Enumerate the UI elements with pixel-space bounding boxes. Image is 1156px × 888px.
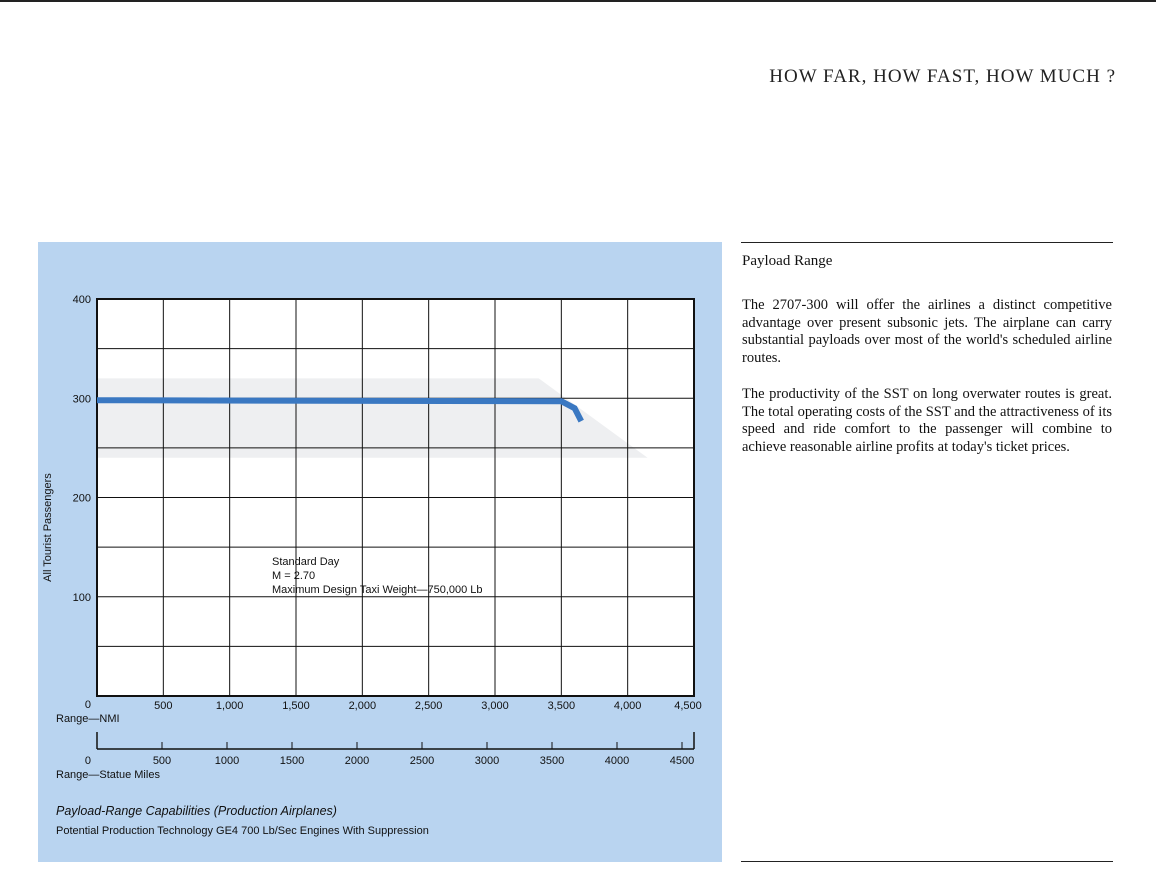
y-tick-label: 100 [73,592,91,604]
sidebar-paragraph: The productivity of the SST on long over… [742,386,1112,455]
miles-axis-label: Range—Statue Miles [56,769,160,781]
sidebar-paragraph: The 2707-300 will offer the airlines a d… [742,297,1112,366]
x-tick-label: 500 [154,700,172,712]
sidebar-heading: Payload Range [742,253,833,269]
chart-annotation-line: Maximum Design Taxi Weight—750,000 Lb [272,584,483,596]
x-tick-label: 1,000 [216,700,244,712]
y-tick-label: 200 [73,493,91,505]
miles-tick-label: 1000 [215,755,239,767]
x-tick-label: 4,000 [614,700,642,712]
payload-range-line [96,397,584,423]
y-zero-label: 0 [85,699,91,711]
sidebar-top-rule [741,242,1113,243]
x-tick-label: 3,000 [481,700,509,712]
y-tick-label: 400 [73,294,91,306]
miles-tick-label: 500 [153,755,171,767]
x-tick-label: 3,500 [548,700,576,712]
miles-tick-label: 4500 [670,755,694,767]
y-tick-label: 300 [73,393,91,405]
chart-annotation-line: M = 2.70 [272,570,315,582]
miles-tick-label: 3000 [475,755,499,767]
chart-caption-subtitle: Potential Production Technology GE4 700 … [56,825,429,837]
miles-tick-label: 2500 [410,755,434,767]
miles-tick-label: 4000 [605,755,629,767]
top-rule [0,0,1156,2]
y-axis-label: All Tourist Passengers [42,473,54,582]
chart-annotation-line: Standard Day [272,556,340,568]
miles-tick-label: 3500 [540,755,564,767]
miles-tick-label: 2000 [345,755,369,767]
plot-frame [96,298,695,697]
x-tick-label: 1,500 [282,700,310,712]
x-axis-label: Range—NMI [56,713,120,725]
miles-zero-label: 0 [85,755,91,767]
miles-tick-label: 1500 [280,755,304,767]
chart-panel: 100 200 300 400 0 All Tourist Passengers 500 1,… [38,242,722,862]
chart-caption-title: Payload-Range Capabilities (Production A… [56,804,337,818]
sidebar-bottom-rule [741,861,1113,862]
x-tick-label: 2,000 [349,700,377,712]
x-tick-label: 2,500 [415,700,443,712]
x-tick-label: 4,500 [674,700,702,712]
page-title: HOW FAR, HOW FAST, HOW MUCH ? [769,66,1116,87]
